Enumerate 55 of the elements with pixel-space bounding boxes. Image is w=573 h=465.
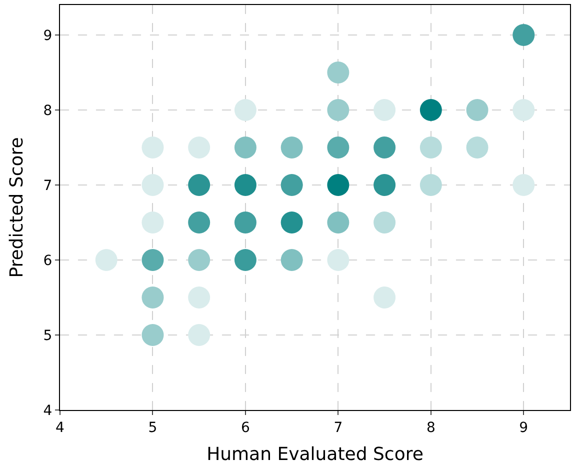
point [466,136,488,158]
x-tick-label: 4 [56,420,65,436]
point [142,286,164,308]
point [280,136,303,158]
x-tick-label: 8 [426,420,436,436]
x-tick-label: 5 [148,420,158,436]
point [280,174,303,196]
point [374,136,396,158]
point [142,324,164,346]
point [327,174,350,196]
x-tick-label: 7 [334,420,343,436]
point [234,174,256,196]
point [327,212,350,234]
point [188,286,210,308]
point [142,174,164,196]
point [374,212,396,234]
point [327,136,350,158]
x-axis-title: Human Evaluated Score [206,444,424,465]
point [512,99,535,121]
point [188,212,210,234]
point [374,99,396,121]
y-tick-label: 6 [43,252,52,269]
point [234,99,256,121]
point [142,249,164,271]
point [234,249,256,271]
point [234,136,256,158]
point [420,99,442,121]
point [374,174,396,196]
point [142,212,164,234]
point [95,249,118,271]
y-tick-label: 4 [43,402,52,419]
point [512,174,535,196]
point [420,136,442,158]
point [327,99,350,121]
point [466,99,488,121]
point [327,62,350,84]
point [142,136,164,158]
point [188,174,210,196]
y-tick-label: 9 [43,28,52,44]
point [374,286,396,308]
point [188,249,210,271]
point [280,249,303,271]
y-tick-label: 7 [43,178,52,194]
point [420,174,442,196]
x-tick-label: 9 [519,420,528,436]
y-tick-label: 5 [43,328,52,344]
point [234,212,256,234]
point [512,24,535,46]
y-tick-label: 8 [43,102,52,119]
point [280,212,303,234]
point [327,249,350,271]
x-tick-label: 6 [240,420,250,436]
y-axis-title: Predicted Score [6,137,28,278]
point [188,324,210,346]
point [188,136,210,158]
